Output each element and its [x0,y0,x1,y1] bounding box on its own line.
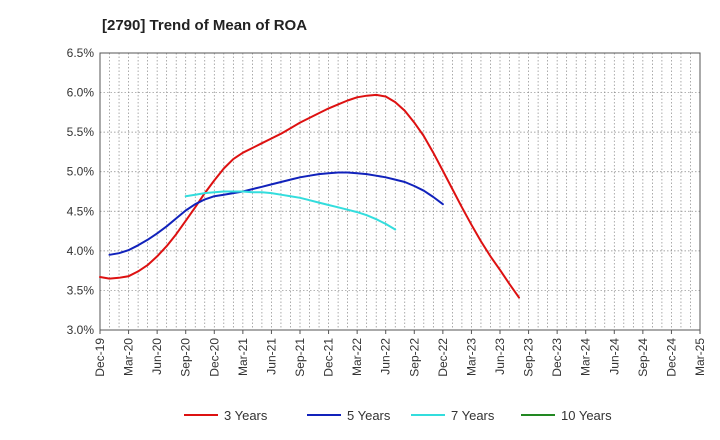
series-line-5-years [108,171,444,256]
y-tick-label: 3.0% [67,323,95,337]
y-tick-label: 4.0% [67,244,95,258]
y-tick-label: 5.5% [67,125,95,139]
x-axis: Dec-19 Mar-20 Jun-20 Sep-20 Dec-20 Mar-21 Jun-… [93,330,707,377]
x-tick-label: Jun-23 [493,338,507,375]
y-axis: 3.0% 3.5% 4.0% 4.5% 5.0% 5.5% 6.0% 6.5% [67,46,95,337]
plot-area [99,52,701,331]
x-tick-label: Sep-21 [293,338,307,377]
y-tick-label: 3.5% [67,283,95,297]
x-tick-label: Sep-22 [407,338,421,377]
x-tick-label: Dec-20 [207,338,221,377]
y-tick-label: 6.5% [67,46,95,60]
x-tick-label: Mar-20 [122,338,136,376]
x-tick-label: Sep-20 [179,338,193,377]
x-tick-label: Mar-24 [579,338,593,376]
legend-label: 5 Years [347,408,391,423]
series-line-3-years [99,93,520,299]
legend-label: 10 Years [561,408,612,423]
series-line-7-years [184,190,397,231]
grid [100,53,700,330]
legend-label: 7 Years [451,408,495,423]
series-lines [99,93,520,299]
x-tick-label: Jun-21 [264,338,278,375]
y-tick-label: 6.0% [67,86,95,100]
x-tick-label: Sep-24 [636,338,650,377]
x-tick-label: Dec-21 [322,338,336,377]
x-tick-label: Mar-21 [236,338,250,376]
chart-title: [2790] Trend of Mean of ROA [102,17,307,34]
x-tick-label: Mar-22 [350,338,364,376]
x-tick-label: Jun-24 [607,338,621,375]
y-tick-label: 4.5% [67,204,95,218]
x-tick-label: Dec-24 [664,338,678,377]
x-tick-label: Dec-23 [550,338,564,377]
x-tick-label: Sep-23 [522,338,536,377]
x-tick-label: Dec-19 [93,338,107,377]
y-tick-label: 5.0% [67,165,95,179]
x-tick-label: Mar-25 [693,338,707,376]
x-tick-label: Jun-22 [379,338,393,375]
x-tick-label: Dec-22 [436,338,450,377]
legend: 3 Years 5 Years 7 Years 10 Years [184,408,612,423]
legend-label: 3 Years [224,408,268,423]
x-tick-label: Jun-20 [150,338,164,375]
x-tick-label: Mar-23 [464,338,478,376]
